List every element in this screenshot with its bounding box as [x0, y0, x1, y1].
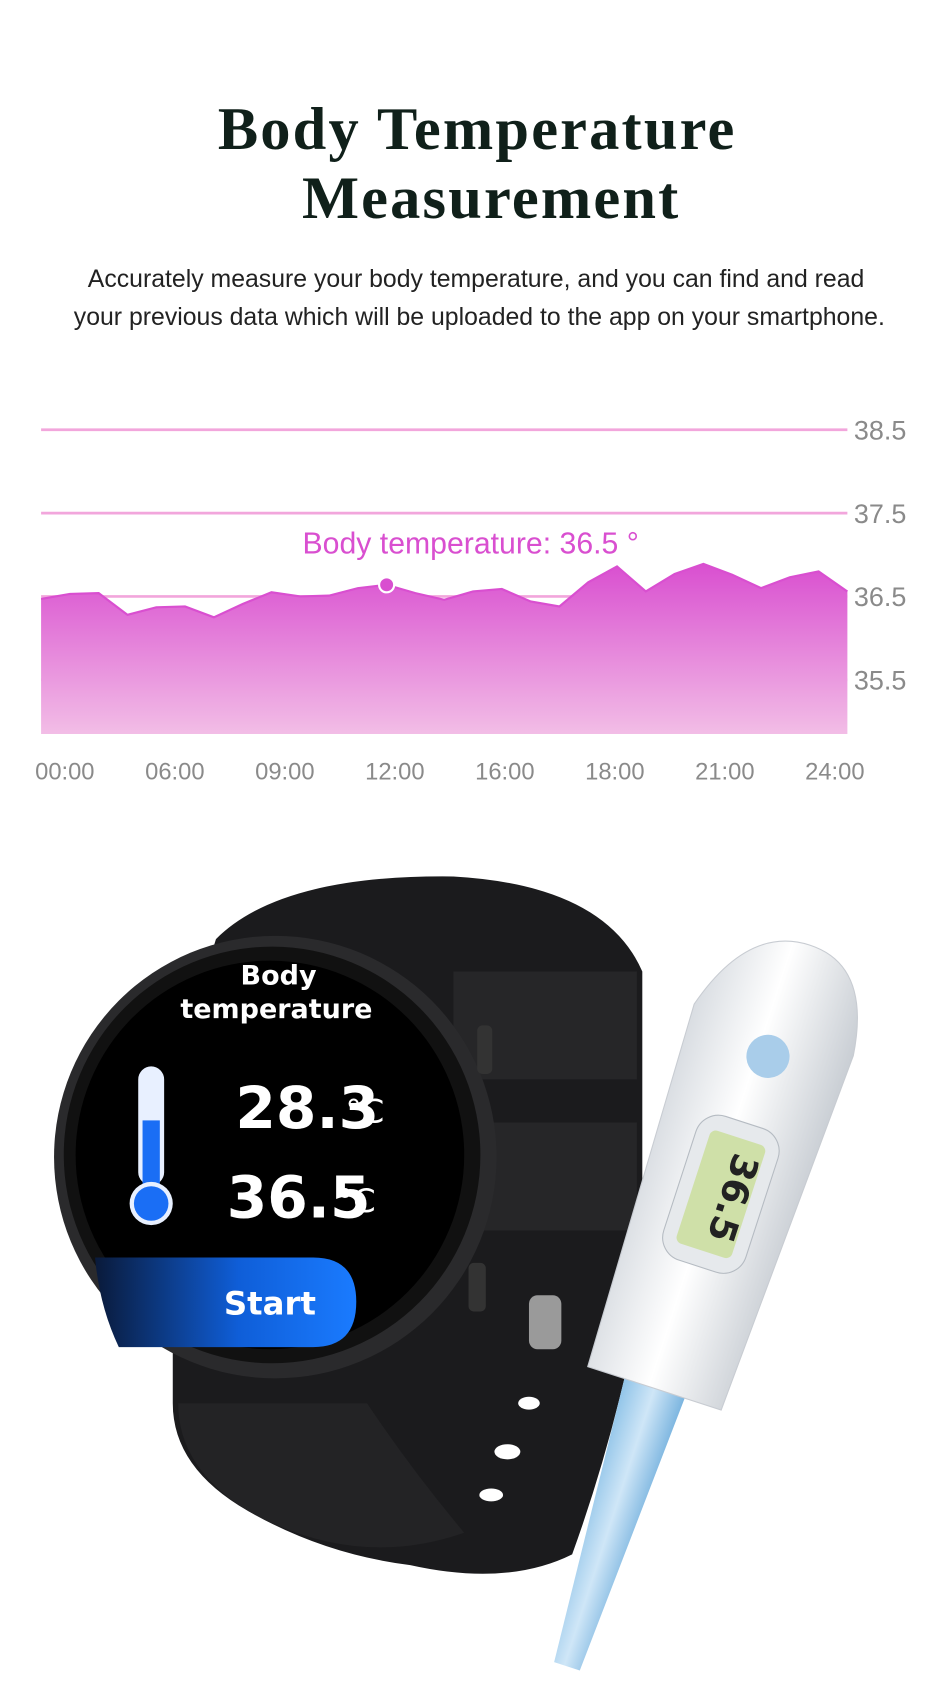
strap-hole — [518, 1396, 540, 1410]
thermometer-tip — [554, 1368, 689, 1671]
buckle — [528, 1295, 562, 1350]
x-tick-label: 06:00 — [145, 759, 204, 785]
x-tick-label: 12:00 — [365, 759, 424, 785]
watch-title: temperature — [180, 994, 372, 1025]
start-button[interactable] — [95, 1257, 357, 1348]
watch: Body temperature 28.3 °C 36.5 °C Start — [54, 876, 643, 1574]
ambient-value: 28.3 — [235, 1074, 379, 1142]
description: your previous data which will be uploade… — [74, 304, 885, 331]
strap-hole — [494, 1444, 521, 1460]
unit: °C — [345, 1093, 384, 1131]
line — [40, 562, 849, 619]
area — [41, 563, 848, 734]
strap-lower — [178, 1403, 465, 1548]
unit: °C — [337, 1182, 376, 1220]
strap-segment — [453, 971, 637, 1080]
chart: 35.5 36.5 37.5 38.5 00:00 06:00 09:00 12:00 16:0… — [35, 415, 906, 785]
highlight-point — [378, 576, 396, 594]
button-side — [468, 1262, 486, 1312]
y-tick-label: 38.5 — [854, 415, 907, 445]
watch-screen — [75, 960, 465, 1350]
thermo-fill — [142, 1120, 160, 1196]
title: Measurement — [302, 165, 680, 232]
x-tick-label: 21:00 — [695, 759, 754, 785]
body-value: 36.5 — [227, 1164, 371, 1232]
strap-segment — [453, 1122, 637, 1231]
y-tick-label: 37.5 — [854, 499, 907, 529]
start-label[interactable]: Start — [224, 1285, 316, 1323]
x-tick-label: 00:00 — [35, 759, 94, 785]
x-tick-label: 18:00 — [585, 759, 644, 785]
thermometer-button — [746, 1034, 790, 1078]
strap-hole — [479, 1488, 504, 1502]
x-tick-label: 24:00 — [805, 759, 864, 785]
crown — [477, 1025, 493, 1074]
y-tick-label: 36.5 — [854, 582, 907, 612]
title: Body Temperature — [218, 96, 737, 163]
watch-title: Body — [241, 960, 317, 991]
thermo-bulb-fill — [133, 1186, 169, 1221]
x-tick-label: 16:00 — [475, 759, 534, 785]
display — [676, 1130, 766, 1259]
thermometer-device: 36.5 — [554, 940, 858, 1671]
annotation: Body temperature: 36.5 ° — [303, 528, 639, 561]
x-tick-label: 09:00 — [255, 759, 314, 785]
y-tick-label: 35.5 — [854, 666, 907, 696]
description: Accurately measure your body temperature… — [88, 266, 865, 293]
